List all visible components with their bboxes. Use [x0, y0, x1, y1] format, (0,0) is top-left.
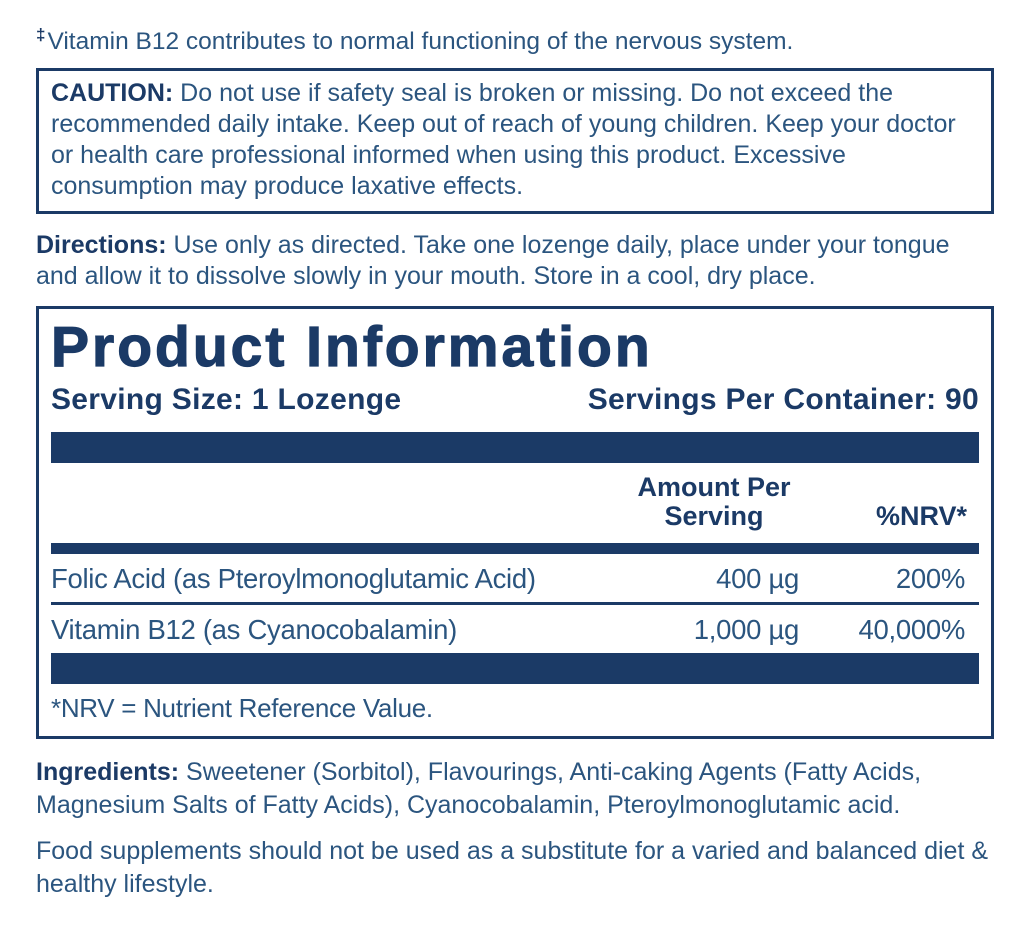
divider-bar-bottom: [51, 653, 979, 685]
double-dagger-footnote-symbol: ‡: [36, 25, 46, 44]
directions-paragraph: Directions: Use only as directed. Take o…: [36, 230, 994, 292]
nutrient-name: Folic Acid (as Pteroylmonoglutamic Acid): [51, 563, 536, 595]
caution-box: CAUTION: Do not use if safety seal is br…: [36, 67, 994, 214]
serving-size: Serving Size: 1 Lozenge: [51, 382, 402, 416]
nutrient-table-header: Amount Per Serving %NRV*: [51, 463, 979, 543]
column-header-nrv: %NRV*: [875, 500, 967, 531]
ingredients-label: Ingredients:: [36, 758, 180, 787]
ingredients-paragraph: Ingredients: Sweetener (Sorbitol), Flavo…: [36, 756, 994, 821]
nrv-footnote: *NRV = Nutrient Reference Value.: [51, 693, 433, 724]
directions-label: Directions:: [36, 230, 167, 259]
directions-text: Use only as directed. Take one lozenge d…: [36, 230, 950, 290]
caution-text: Do not use if safety seal is broken or m…: [51, 78, 956, 200]
nutrient-nrv: 200%: [895, 563, 965, 595]
food-supplement-disclaimer: Food supplements should not be used as a…: [36, 837, 989, 898]
nutrient-amount: 400 µg: [716, 563, 799, 595]
nutrient-name: Vitamin B12 (as Cyanocobalamin): [51, 614, 457, 646]
panel-title: Product Information: [50, 314, 653, 379]
serving-info-line: Serving Size: 1 Lozenge Servings Per Con…: [51, 383, 979, 417]
divider-bar-below-header: [51, 543, 979, 555]
nutrient-nrv: 40,000%: [858, 614, 966, 646]
column-header-amount-per-serving: Amount Per Serving: [637, 471, 791, 531]
b12-claim-text: ‡Vitamin B12 contributes to normal funct…: [36, 24, 994, 58]
servings-per-container: Servings Per Container: 90: [587, 382, 979, 416]
divider-bar-top: [51, 431, 979, 463]
table-row-vitamin-b12: Vitamin B12 (as Cyanocobalamin) 1,000 µg…: [51, 605, 979, 653]
caution-paragraph: CAUTION: Do not use if safety seal is br…: [51, 78, 979, 202]
nutrient-amount: 1,000 µg: [693, 614, 800, 646]
product-information-panel: Product Information Serving Size: 1 Loze…: [36, 305, 994, 740]
caution-label: CAUTION:: [51, 78, 174, 107]
b12-claim-body: Vitamin B12 contributes to normal functi…: [47, 28, 794, 56]
table-row-folic-acid: Folic Acid (as Pteroylmonoglutamic Acid)…: [51, 554, 979, 606]
ingredients-text: Sweetener (Sorbitol), Flavourings, Anti-…: [36, 758, 922, 819]
